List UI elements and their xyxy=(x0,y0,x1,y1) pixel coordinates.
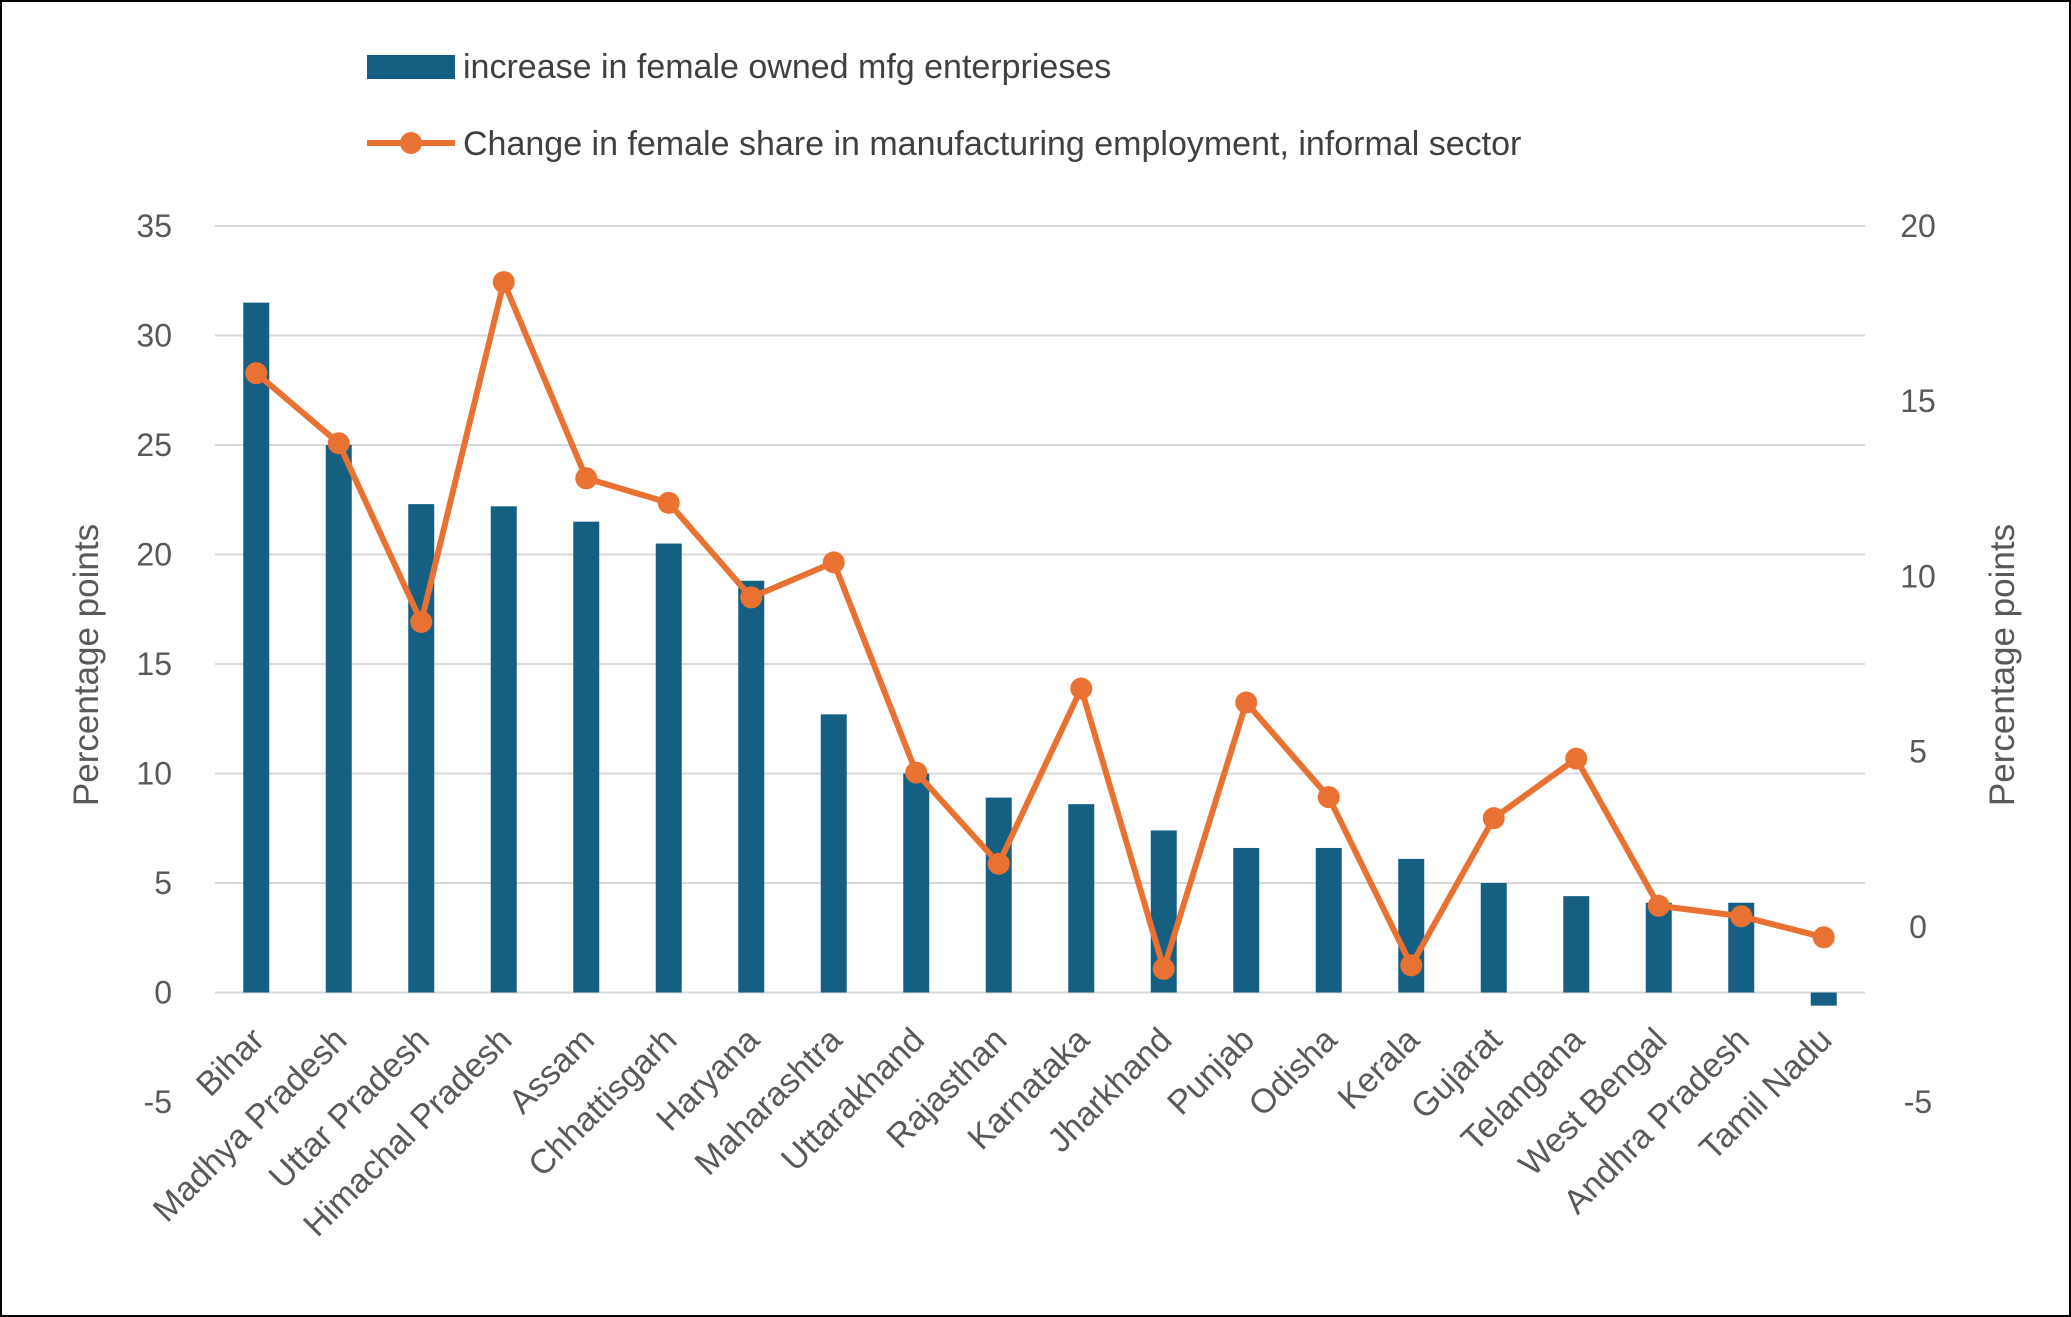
line-point xyxy=(492,271,515,294)
line-point xyxy=(1152,957,1175,980)
line-point xyxy=(905,761,928,784)
line-point xyxy=(245,362,268,385)
line-point xyxy=(657,491,680,514)
legend-bar-swatch xyxy=(367,55,455,79)
line-point xyxy=(740,586,763,609)
left-tick-label: -5 xyxy=(144,1084,172,1120)
line-point xyxy=(1565,747,1588,770)
left-tick-label: 35 xyxy=(136,208,172,244)
right-axis-title: Percentage points xyxy=(1983,524,2022,806)
bar xyxy=(655,543,682,993)
right-tick-label: 20 xyxy=(1900,208,1936,244)
left-tick-label: 10 xyxy=(136,756,172,792)
right-tick-label: 0 xyxy=(1909,909,1927,945)
right-tick-label: 10 xyxy=(1900,558,1936,594)
bar xyxy=(1315,847,1342,993)
bar xyxy=(820,714,847,993)
bar xyxy=(985,797,1012,993)
legend-label: increase in female owned mfg enterpriese… xyxy=(463,48,1111,86)
bar xyxy=(1233,847,1260,993)
left-tick-label: 0 xyxy=(154,975,172,1011)
left-tick-label: 30 xyxy=(136,318,172,354)
legend-label: Change in female share in manufacturing … xyxy=(463,125,1521,163)
bar xyxy=(1068,804,1095,993)
line-point xyxy=(1235,691,1258,714)
line-point xyxy=(1070,677,1093,700)
bar xyxy=(1563,896,1590,993)
line-point xyxy=(410,610,433,633)
right-tick-label: -5 xyxy=(1904,1084,1932,1120)
category-label: Odisha xyxy=(1241,1021,1344,1124)
line-point xyxy=(987,852,1010,875)
category-label: Punjab xyxy=(1160,1021,1262,1123)
bar xyxy=(243,302,270,993)
left-axis-title: Percentage points xyxy=(67,524,106,806)
left-tick-label: 15 xyxy=(136,646,172,682)
right-tick-label: 5 xyxy=(1909,734,1927,770)
bar xyxy=(1480,883,1507,993)
left-tick-label: 20 xyxy=(136,537,172,573)
left-tick-label: 25 xyxy=(136,427,172,463)
bar xyxy=(573,521,600,993)
line-point xyxy=(1482,807,1505,830)
right-tick-label: 15 xyxy=(1900,383,1936,419)
line-point xyxy=(1317,786,1340,809)
line-point xyxy=(1812,926,1835,949)
bar xyxy=(903,773,930,993)
line-series xyxy=(254,279,1825,972)
bar xyxy=(1810,992,1837,1006)
bar xyxy=(738,580,765,993)
bar xyxy=(325,445,352,993)
line-point xyxy=(327,432,350,455)
legend-line-marker xyxy=(400,132,422,154)
left-tick-label: 5 xyxy=(154,865,172,901)
bar xyxy=(490,506,517,993)
line-point xyxy=(1647,894,1670,917)
line-point xyxy=(1730,905,1753,928)
bar xyxy=(1645,902,1672,993)
line-point xyxy=(575,467,598,490)
line-point xyxy=(1400,954,1423,977)
line-point xyxy=(822,551,845,574)
